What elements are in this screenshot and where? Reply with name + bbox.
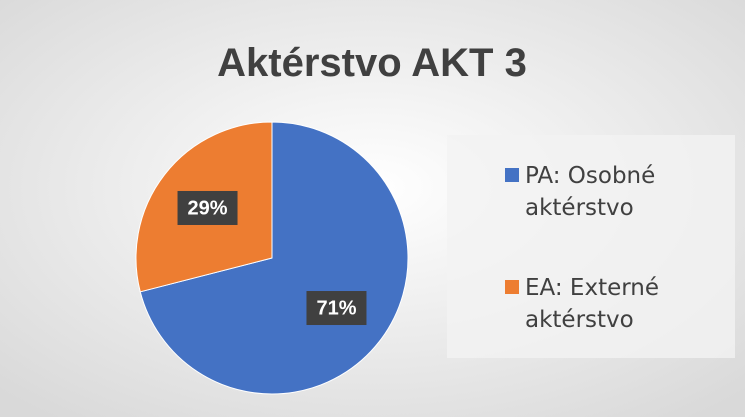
data-label-box: [306, 291, 367, 326]
data-label-box: [177, 190, 238, 225]
legend-label: PA: Osobné aktérstvo: [525, 163, 656, 221]
data-label: 29%: [188, 197, 228, 219]
legend-swatch: [505, 168, 519, 182]
legend-swatch: [505, 280, 519, 294]
legend-label: EA: Externé aktérstvo: [525, 275, 660, 333]
data-label: 71%: [316, 297, 356, 319]
chart-title: Aktérstvo AKT 3: [217, 41, 527, 85]
pie-slice: [139, 121, 409, 395]
legend-box: [447, 135, 735, 358]
